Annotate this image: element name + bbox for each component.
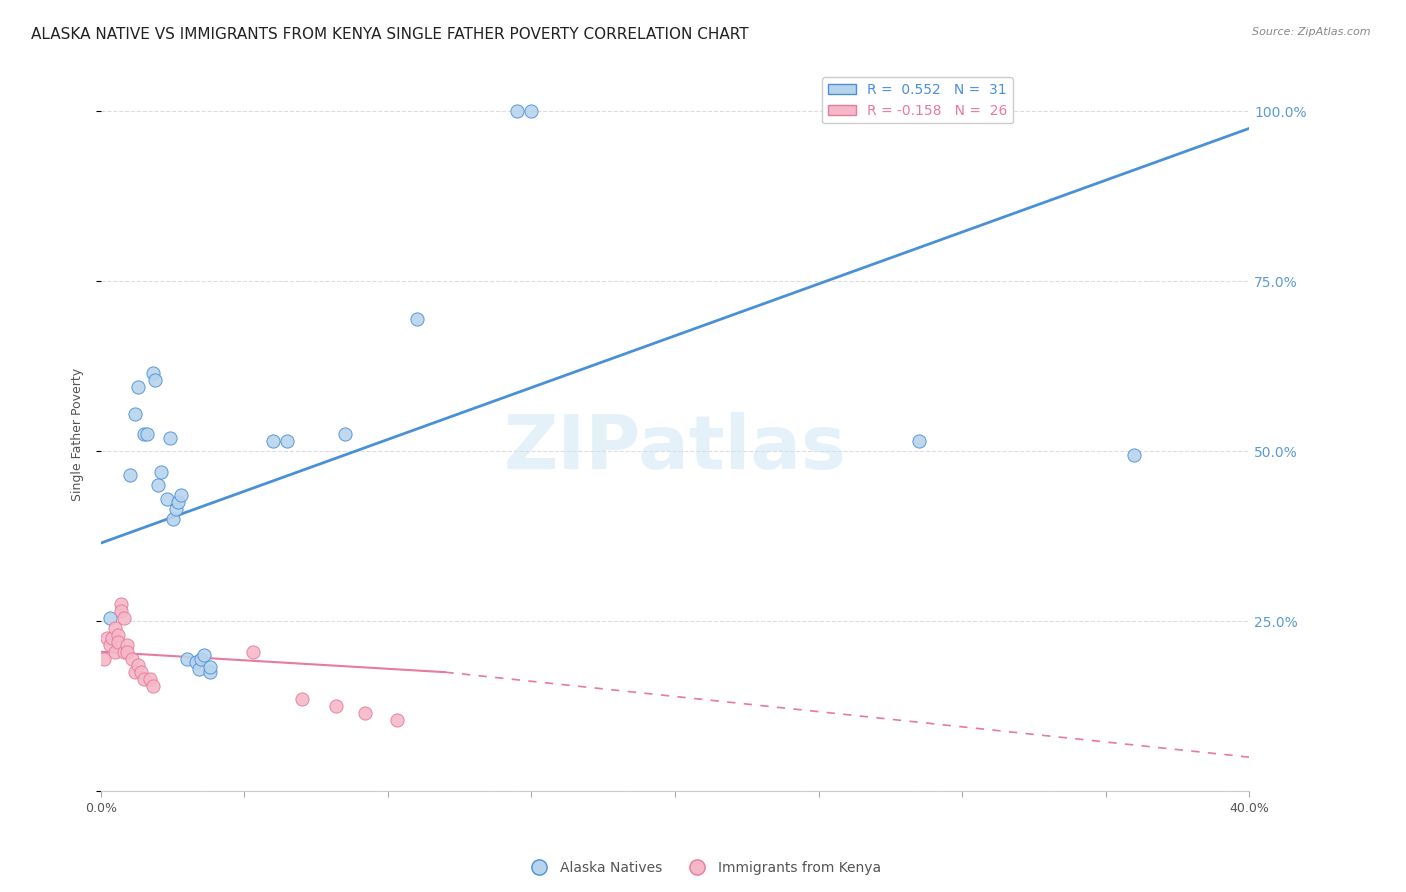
Point [107, 634, 129, 648]
Point [142, 366, 165, 380]
Point [291, 692, 314, 706]
Point [184, 655, 207, 669]
Point [198, 665, 221, 680]
Point [115, 645, 138, 659]
Point [193, 648, 215, 663]
Text: Source: ZipAtlas.com: Source: ZipAtlas.com [1253, 27, 1371, 37]
Text: ALASKA NATIVE VS IMMIGRANTS FROM KENYA SINGLE FATHER POVERTY CORRELATION CHART: ALASKA NATIVE VS IMMIGRANTS FROM KENYA S… [31, 27, 748, 42]
Point [98, 638, 121, 652]
Text: ZIPatlas: ZIPatlas [503, 412, 846, 485]
Point [385, 713, 408, 727]
Point [276, 434, 298, 448]
Point [127, 658, 149, 673]
Y-axis label: Single Father Poverty: Single Father Poverty [72, 368, 84, 500]
Point [170, 488, 193, 502]
Point [242, 645, 264, 659]
Point [124, 407, 146, 421]
Point [506, 104, 529, 119]
Point [325, 699, 347, 714]
Point [138, 672, 160, 686]
Legend: Alaska Natives, Immigrants from Kenya: Alaska Natives, Immigrants from Kenya [520, 855, 886, 880]
Point [142, 679, 165, 693]
Point [159, 431, 181, 445]
Point [333, 427, 356, 442]
Point [104, 645, 127, 659]
Point [124, 665, 146, 680]
Point [176, 651, 198, 665]
Point [1123, 448, 1146, 462]
Point [93, 651, 115, 665]
Point [148, 478, 170, 492]
Point [96, 631, 118, 645]
Point [190, 651, 212, 665]
Point [405, 311, 427, 326]
Point [101, 631, 124, 645]
Point [198, 660, 221, 674]
Point [107, 628, 129, 642]
Point [187, 662, 209, 676]
Point [121, 651, 143, 665]
Point [127, 380, 149, 394]
Point [132, 427, 155, 442]
Point [162, 512, 184, 526]
Point [908, 434, 931, 448]
Point [135, 427, 157, 442]
Point [262, 434, 284, 448]
Point [156, 491, 179, 506]
Point [150, 465, 173, 479]
Point [115, 638, 138, 652]
Point [112, 611, 135, 625]
Legend: R =  0.552   N =  31, R = -0.158   N =  26: R = 0.552 N = 31, R = -0.158 N = 26 [823, 78, 1012, 123]
Point [110, 604, 132, 618]
Point [145, 373, 167, 387]
Point [165, 502, 187, 516]
Point [104, 621, 127, 635]
Point [129, 665, 152, 680]
Point [167, 495, 190, 509]
Point [112, 645, 135, 659]
Point [110, 597, 132, 611]
Point [132, 672, 155, 686]
Point [118, 468, 141, 483]
Point [354, 706, 377, 720]
Point [520, 104, 543, 119]
Point [98, 611, 121, 625]
